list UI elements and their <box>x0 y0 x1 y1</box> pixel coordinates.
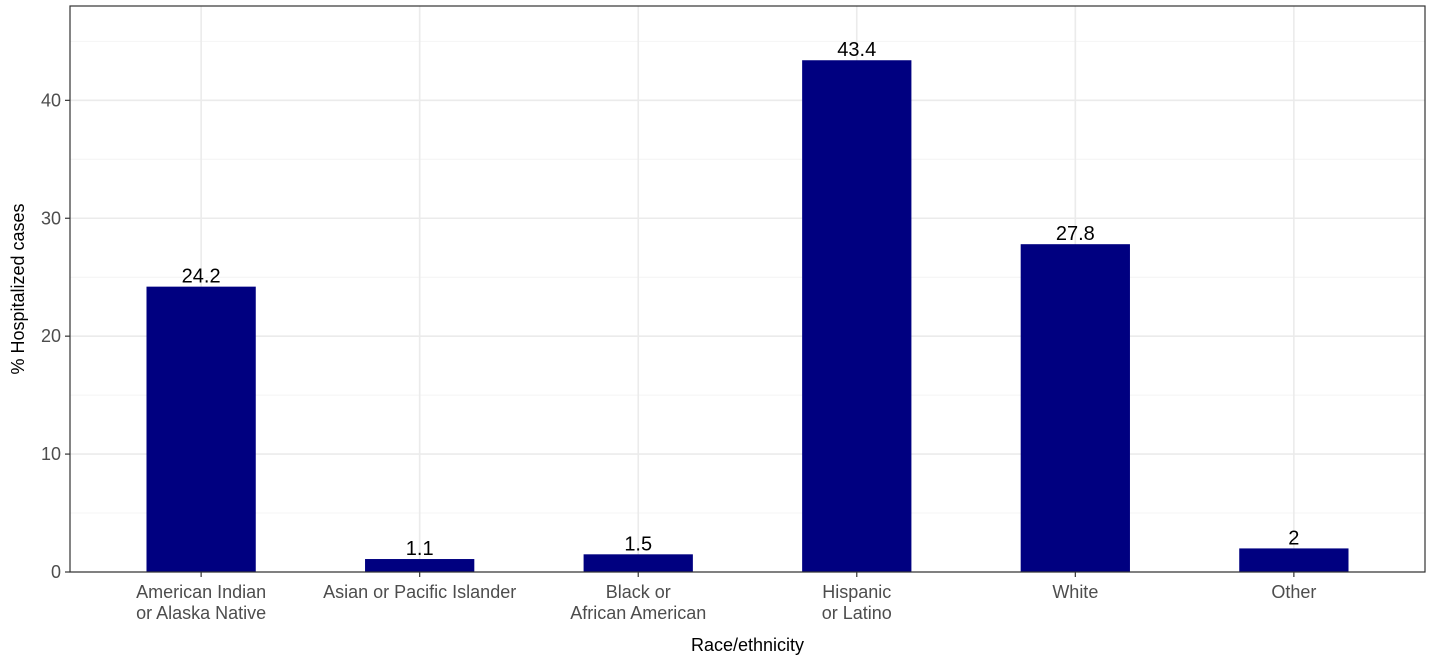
y-tick-label: 20 <box>41 326 61 346</box>
x-tick-label: American Indian or Alaska Native <box>136 582 266 623</box>
bar <box>1020 244 1130 573</box>
data-label: 43.4 <box>837 39 876 61</box>
bar <box>1239 548 1349 572</box>
data-label: 1.5 <box>624 533 652 555</box>
data-label: 1.1 <box>406 538 434 560</box>
x-tick-label: Black or African American <box>570 582 706 623</box>
bar <box>583 554 693 572</box>
x-tick-label: Other <box>1271 582 1316 602</box>
x-tick-label: Asian or Pacific Islander <box>323 582 516 602</box>
data-label: 2 <box>1288 527 1299 549</box>
x-tick-label: White <box>1052 582 1098 602</box>
panel-background <box>70 6 1425 572</box>
bar <box>365 559 475 572</box>
x-axis: American Indian or Alaska Native Asian or … <box>136 572 1316 623</box>
y-tick-label: 10 <box>41 444 61 464</box>
x-tick-label: Hispanic or Latino <box>822 582 892 623</box>
y-tick-label: 0 <box>51 562 61 582</box>
data-label: 24.2 <box>182 266 221 288</box>
y-tick-label: 40 <box>41 90 61 110</box>
panel-border <box>69 5 1426 573</box>
data-labels: 24.2 1.1 1.5 43.4 27.8 2 <box>182 39 1300 560</box>
bar <box>802 60 912 572</box>
y-tick-label: 30 <box>41 208 61 228</box>
y-axis: 0 10 20 30 40 <box>41 90 70 582</box>
data-label: 27.8 <box>1056 223 1095 245</box>
bars <box>146 60 1349 573</box>
bar <box>146 286 256 572</box>
x-axis-title: Race/ethnicity <box>691 635 804 655</box>
y-axis-title: % Hospitalized cases <box>8 203 28 374</box>
